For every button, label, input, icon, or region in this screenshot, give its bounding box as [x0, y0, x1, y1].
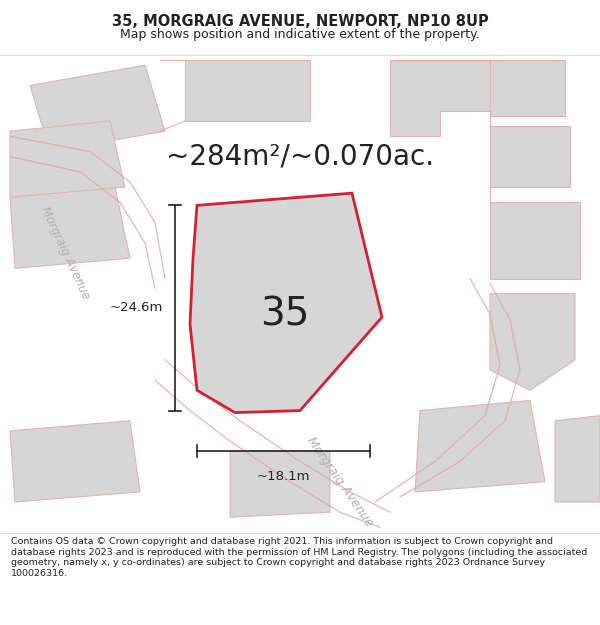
Text: 35, MORGRAIG AVENUE, NEWPORT, NP10 8UP: 35, MORGRAIG AVENUE, NEWPORT, NP10 8UP	[112, 14, 488, 29]
Text: Contains OS data © Crown copyright and database right 2021. This information is : Contains OS data © Crown copyright and d…	[11, 538, 587, 578]
Polygon shape	[490, 202, 580, 279]
Text: Map shows position and indicative extent of the property.: Map shows position and indicative extent…	[120, 28, 480, 41]
Text: ~18.1m: ~18.1m	[257, 469, 310, 482]
Text: ~24.6m: ~24.6m	[110, 301, 163, 314]
Polygon shape	[185, 60, 310, 121]
Polygon shape	[30, 65, 165, 151]
Polygon shape	[490, 294, 575, 390]
Polygon shape	[415, 401, 545, 492]
Text: Morgraig Avenue: Morgraig Avenue	[38, 204, 92, 302]
Text: ~284m²/~0.070ac.: ~284m²/~0.070ac.	[166, 142, 434, 171]
Polygon shape	[10, 187, 130, 268]
Polygon shape	[230, 451, 330, 518]
Polygon shape	[10, 121, 125, 198]
Polygon shape	[490, 60, 565, 116]
Polygon shape	[490, 126, 570, 187]
Polygon shape	[390, 60, 490, 136]
Text: Morgraig Avenue: Morgraig Avenue	[304, 434, 376, 529]
Polygon shape	[555, 416, 600, 502]
Polygon shape	[10, 421, 140, 502]
Text: 35: 35	[260, 295, 310, 333]
Polygon shape	[190, 193, 382, 412]
